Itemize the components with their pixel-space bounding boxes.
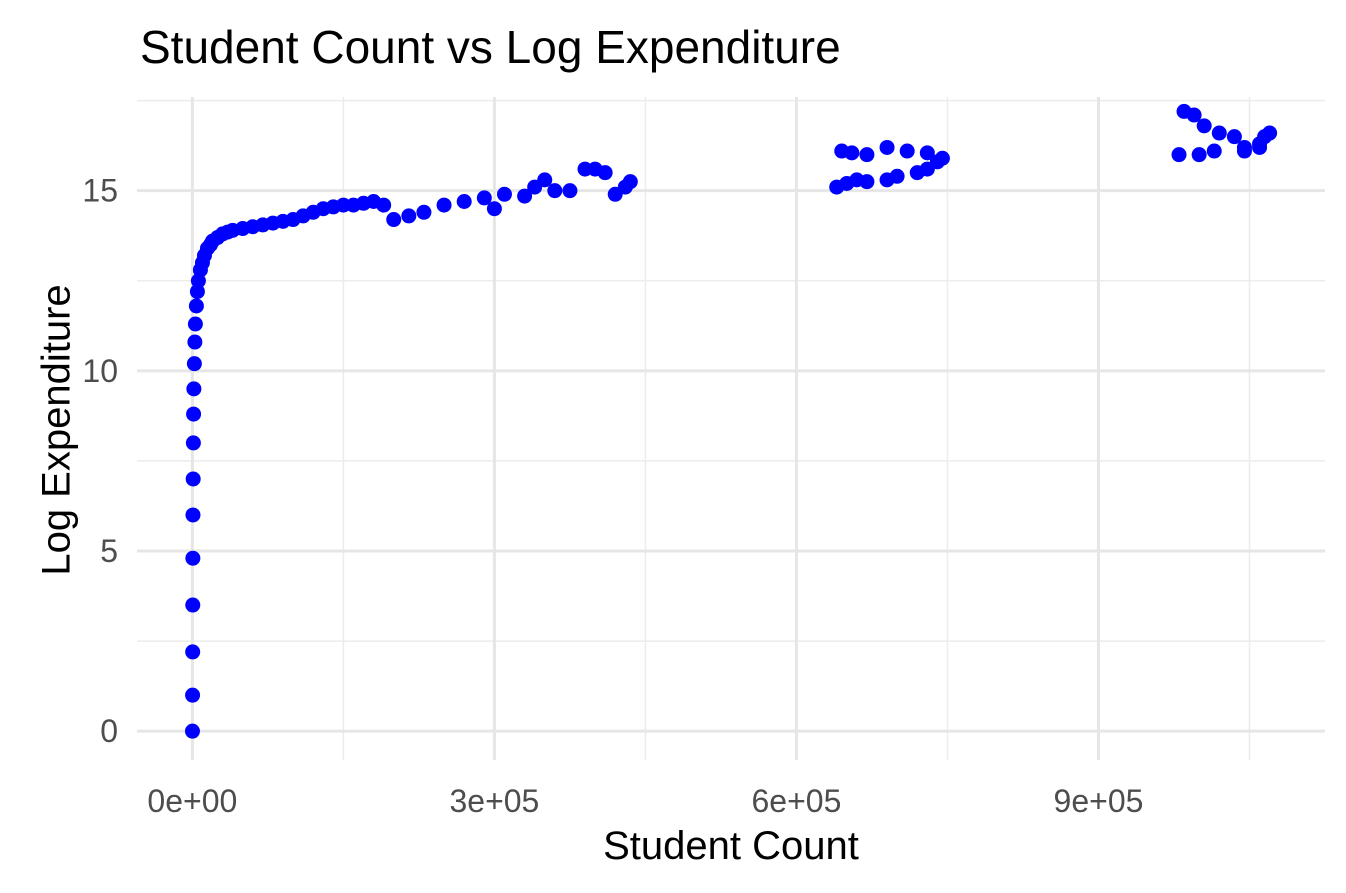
data-point [189, 284, 205, 300]
data-point [486, 201, 502, 217]
data-point [899, 143, 915, 159]
data-point [185, 644, 201, 660]
data-point [185, 435, 201, 451]
data-point [1262, 125, 1278, 141]
data-point [1252, 139, 1268, 155]
data-point [188, 298, 204, 314]
data-point [859, 147, 875, 163]
data-point [919, 145, 935, 161]
data-point [376, 197, 392, 213]
x-tick-label: 9e+05 [1054, 783, 1144, 819]
data-point [185, 687, 201, 703]
data-point [185, 597, 201, 613]
data-point [517, 188, 533, 204]
data-point [386, 212, 402, 228]
data-point [185, 471, 201, 487]
data-point [186, 356, 202, 372]
data-point [186, 381, 202, 397]
data-point [547, 183, 563, 199]
data-point [476, 190, 492, 206]
data-point [597, 165, 613, 181]
data-point [1196, 118, 1212, 134]
data-point [844, 145, 860, 161]
data-point [934, 150, 950, 166]
data-point [622, 174, 638, 190]
data-point [436, 197, 452, 213]
x-tick-label: 0e+00 [147, 783, 237, 819]
data-point [186, 406, 202, 422]
tick-labels: 0e+00 3e+05 6e+05 9e+05 0 5 10 15 [82, 173, 1143, 819]
data-point [859, 174, 875, 190]
data-point [562, 183, 578, 199]
data-point [537, 172, 553, 188]
x-axis-label: Student Count [603, 824, 859, 868]
y-tick-label: 0 [100, 713, 118, 749]
data-point [1186, 107, 1202, 123]
x-tick-label: 6e+05 [752, 783, 842, 819]
data-point [184, 723, 200, 739]
data-point [889, 168, 905, 184]
data-point [1226, 129, 1242, 145]
data-point [456, 193, 472, 209]
data-points [184, 103, 1278, 739]
x-tick-label: 3e+05 [449, 783, 539, 819]
data-point [187, 334, 203, 350]
data-point [401, 208, 417, 224]
data-point [1236, 143, 1252, 159]
y-tick-label: 5 [100, 533, 118, 569]
data-point [185, 507, 201, 523]
y-tick-label: 15 [82, 173, 118, 209]
data-point [496, 186, 512, 202]
y-tick-label: 10 [82, 353, 118, 389]
data-point [1211, 125, 1227, 141]
data-point [879, 139, 895, 155]
data-point [1191, 147, 1207, 163]
data-point [185, 550, 201, 566]
data-point [1206, 143, 1222, 159]
data-point [416, 204, 432, 220]
data-point [187, 316, 203, 332]
chart-title: Student Count vs Log Expenditure [140, 21, 841, 73]
data-point [1171, 147, 1187, 163]
grid-lines [137, 97, 1325, 760]
